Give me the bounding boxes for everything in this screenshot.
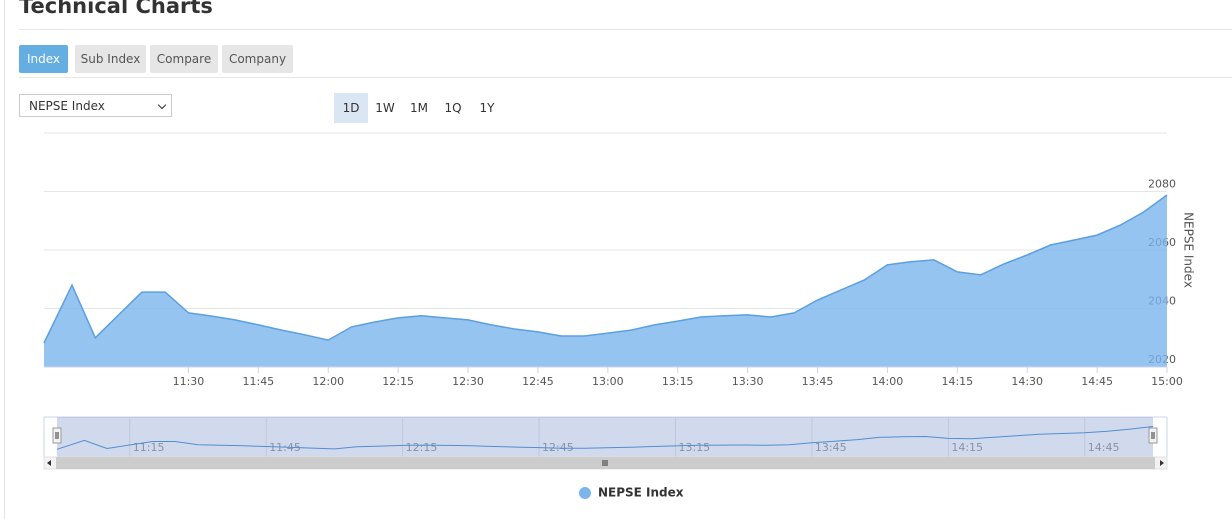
tab[interactable]: Company <box>222 45 293 73</box>
scroll-arrow[interactable] <box>1160 460 1164 466</box>
x-tick-label: 13:45 <box>802 375 834 388</box>
range-button[interactable]: 1M <box>410 101 428 115</box>
page-title: Technical Charts <box>19 0 213 18</box>
y-tick-label: 2080 <box>1148 178 1176 191</box>
x-tick-label: 14:15 <box>941 375 973 388</box>
divider <box>19 77 1232 78</box>
x-tick-label: 12:30 <box>452 375 484 388</box>
navigator-tick-label: 12:15 <box>406 441 438 454</box>
divider <box>19 29 1232 30</box>
navigator-handle[interactable] <box>1148 427 1158 444</box>
x-tick-label: 13:15 <box>662 375 694 388</box>
x-tick-label: 11:30 <box>173 375 205 388</box>
x-tick-label: 12:15 <box>382 375 414 388</box>
range-button[interactable]: 1Q <box>444 101 462 115</box>
x-tick-label: 12:00 <box>312 375 344 388</box>
range-button[interactable]: 1W <box>375 101 395 115</box>
navigator-tick-label: 11:15 <box>133 441 165 454</box>
navigator-tick-label: 14:45 <box>1088 441 1120 454</box>
x-tick-label: 15:00 <box>1151 375 1183 388</box>
navigator-tick-label: 13:45 <box>815 441 847 454</box>
page: Technical Charts Index Sub Index Compare… <box>4 0 1232 519</box>
navigator-line <box>56 426 1154 450</box>
navigator-bg <box>43 416 1168 458</box>
legend-label[interactable]: NEPSE Index <box>598 486 684 500</box>
x-tick-label: 14:00 <box>872 375 904 388</box>
index-select[interactable]: NEPSE Index <box>19 94 172 117</box>
area-fill <box>44 195 1167 367</box>
navigator-tick-label: 14:15 <box>951 441 983 454</box>
x-tick-label: 13:00 <box>592 375 624 388</box>
tab[interactable]: Sub Index <box>75 45 146 73</box>
tab[interactable]: Compare <box>150 45 218 73</box>
scroll-arrow[interactable] <box>47 460 51 466</box>
x-tick-label: 14:30 <box>1011 375 1043 388</box>
y-axis-title: NEPSE Index <box>1182 212 1196 288</box>
area-line <box>43 194 1168 344</box>
x-tick-label: 12:45 <box>522 375 554 388</box>
navigator-tick-label: 12:45 <box>542 441 574 454</box>
x-tick-label: 13:30 <box>732 375 764 388</box>
range-button[interactable]: 1Y <box>479 101 495 115</box>
navigator-handle[interactable] <box>52 427 62 444</box>
range-button[interactable]: 1D <box>334 93 368 123</box>
x-tick-label: 14:45 <box>1081 375 1113 388</box>
navigator-mask <box>57 417 1153 457</box>
tab[interactable]: Index <box>19 45 68 73</box>
navigator-tick-label: 13:15 <box>678 441 710 454</box>
legend-marker[interactable] <box>579 487 591 499</box>
x-tick-label: 11:45 <box>242 375 274 388</box>
